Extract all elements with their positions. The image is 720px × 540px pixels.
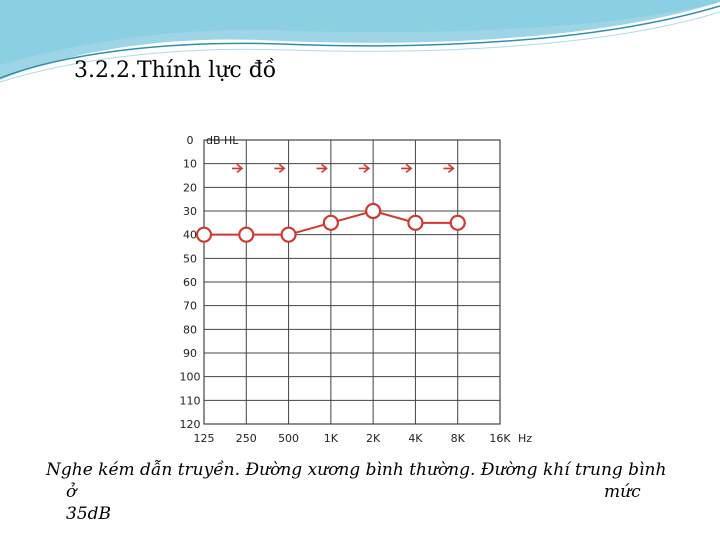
y-tick-label: 120 bbox=[180, 418, 201, 431]
x-unit-label: Hz bbox=[518, 432, 532, 445]
y-axis-label: dB HL bbox=[206, 134, 239, 147]
air-conduction-point bbox=[322, 214, 339, 231]
x-tick-label: 250 bbox=[236, 432, 257, 445]
air-conduction-point bbox=[238, 226, 255, 243]
y-tick-label: 0 bbox=[187, 134, 194, 147]
y-tick-label: 30 bbox=[183, 205, 197, 218]
air-conduction-point bbox=[365, 202, 382, 220]
y-tick-label: 110 bbox=[180, 394, 201, 407]
bone-conduction-marker bbox=[358, 163, 371, 174]
caption-word-o: ở bbox=[66, 482, 77, 502]
x-tick-label: 8K bbox=[451, 432, 466, 445]
y-tick-label: 100 bbox=[180, 371, 201, 384]
air-conduction-point bbox=[195, 226, 213, 243]
air-conduction-point bbox=[280, 226, 297, 243]
y-tick-label: 90 bbox=[183, 347, 197, 360]
x-tick-label: 16K bbox=[489, 432, 511, 445]
bone-conduction-marker bbox=[316, 163, 328, 174]
air-conduction-point bbox=[407, 214, 424, 231]
caption-word-muc: mức bbox=[604, 482, 641, 502]
caption-line-1: Nghe kém dẫn truyền. Đường xương bình th… bbox=[46, 460, 667, 480]
bone-conduction-marker bbox=[401, 163, 413, 174]
caption-line-2: ở mức bbox=[46, 481, 686, 503]
y-tick-label: 70 bbox=[183, 300, 197, 313]
x-tick-label: 4K bbox=[408, 432, 423, 445]
y-tick-label: 20 bbox=[183, 181, 197, 194]
bone-conduction-marker bbox=[443, 163, 455, 174]
bone-conduction-marker bbox=[232, 163, 244, 174]
y-tick-label: 10 bbox=[183, 158, 197, 171]
bone-conduction-marker bbox=[274, 163, 286, 174]
y-tick-label: 80 bbox=[183, 323, 197, 336]
y-tick-label: 50 bbox=[183, 252, 197, 265]
caption-line-3: 35dB bbox=[66, 504, 112, 524]
x-tick-label: 1K bbox=[324, 432, 339, 445]
slide-title: 3.2.2.Thính lực đồ bbox=[74, 58, 277, 83]
x-tick-label: 500 bbox=[278, 432, 299, 445]
air-conduction-point bbox=[449, 214, 466, 231]
y-tick-label: 60 bbox=[183, 276, 197, 289]
header-wave-decoration bbox=[0, 0, 720, 83]
x-tick-label: 2K bbox=[366, 432, 381, 445]
x-tick-label: 125 bbox=[194, 432, 215, 445]
caption: Nghe kém dẫn truyền. Đường xương bình th… bbox=[46, 459, 686, 525]
y-tick-label: 40 bbox=[183, 229, 197, 242]
